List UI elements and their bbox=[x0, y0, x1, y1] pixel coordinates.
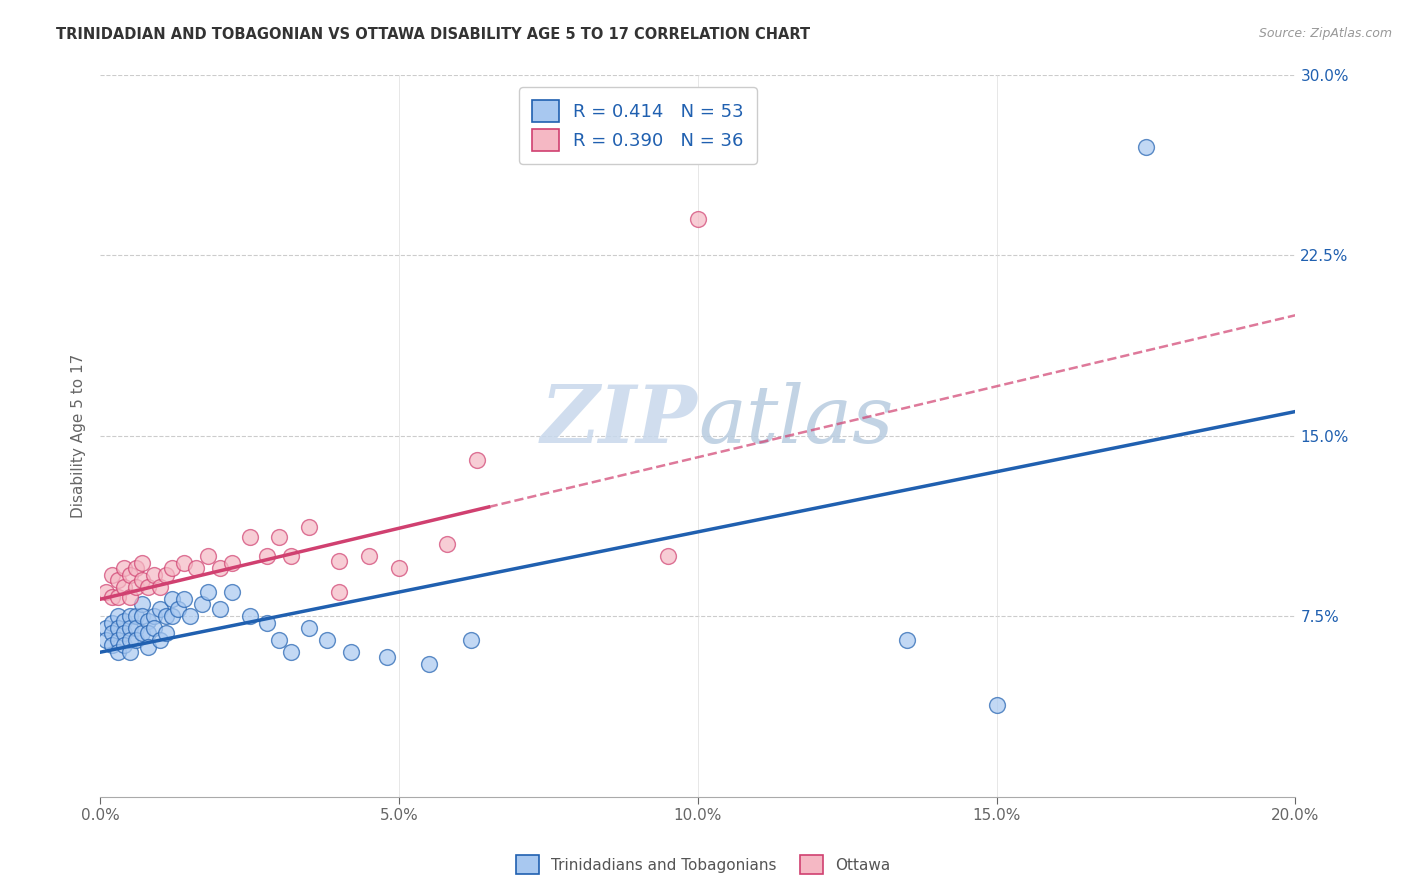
Point bbox=[125, 621, 148, 635]
Point bbox=[155, 626, 177, 640]
Point bbox=[142, 621, 165, 635]
Point bbox=[1135, 140, 1157, 154]
Point bbox=[149, 633, 172, 648]
Text: TRINIDADIAN AND TOBAGONIAN VS OTTAWA DISABILITY AGE 5 TO 17 CORRELATION CHART: TRINIDADIAN AND TOBAGONIAN VS OTTAWA DIS… bbox=[56, 27, 810, 42]
Point bbox=[131, 609, 153, 624]
Point bbox=[298, 621, 321, 635]
Point bbox=[125, 580, 148, 594]
Point bbox=[465, 452, 488, 467]
Text: Source: ZipAtlas.com: Source: ZipAtlas.com bbox=[1258, 27, 1392, 40]
Point bbox=[94, 633, 117, 648]
Point bbox=[328, 554, 350, 568]
Point bbox=[149, 602, 172, 616]
Point bbox=[460, 633, 482, 648]
Point bbox=[155, 568, 177, 582]
Point bbox=[436, 537, 458, 551]
Point bbox=[208, 561, 231, 575]
Point bbox=[896, 633, 918, 648]
Point bbox=[173, 556, 195, 570]
Point bbox=[112, 638, 135, 652]
Point bbox=[149, 580, 172, 594]
Point bbox=[125, 561, 148, 575]
Point bbox=[107, 645, 129, 659]
Point bbox=[112, 580, 135, 594]
Point bbox=[125, 633, 148, 648]
Point bbox=[131, 626, 153, 640]
Point bbox=[160, 609, 183, 624]
Point bbox=[657, 549, 679, 563]
Point bbox=[160, 561, 183, 575]
Point bbox=[340, 645, 363, 659]
Point bbox=[221, 556, 243, 570]
Point bbox=[118, 609, 141, 624]
Point bbox=[359, 549, 381, 563]
Point bbox=[136, 626, 159, 640]
Legend: R = 0.414   N = 53, R = 0.390   N = 36: R = 0.414 N = 53, R = 0.390 N = 36 bbox=[519, 87, 756, 164]
Point bbox=[280, 549, 302, 563]
Point bbox=[986, 698, 1008, 713]
Point bbox=[107, 621, 129, 635]
Point bbox=[686, 211, 709, 226]
Point bbox=[418, 657, 440, 672]
Point bbox=[101, 590, 124, 604]
Point bbox=[269, 530, 291, 544]
Point bbox=[112, 626, 135, 640]
Point bbox=[118, 621, 141, 635]
Point bbox=[131, 573, 153, 587]
Point bbox=[197, 585, 219, 599]
Point bbox=[190, 597, 212, 611]
Point bbox=[375, 650, 398, 665]
Y-axis label: Disability Age 5 to 17: Disability Age 5 to 17 bbox=[72, 353, 86, 517]
Text: atlas: atlas bbox=[697, 383, 893, 460]
Point bbox=[197, 549, 219, 563]
Point bbox=[136, 614, 159, 628]
Point bbox=[166, 602, 188, 616]
Point bbox=[328, 585, 350, 599]
Point bbox=[136, 580, 159, 594]
Point bbox=[118, 568, 141, 582]
Point bbox=[101, 638, 124, 652]
Point bbox=[256, 549, 278, 563]
Point bbox=[112, 561, 135, 575]
Point bbox=[131, 556, 153, 570]
Point bbox=[238, 530, 260, 544]
Point bbox=[173, 592, 195, 607]
Point bbox=[101, 616, 124, 631]
Point bbox=[280, 645, 302, 659]
Point bbox=[142, 568, 165, 582]
Point bbox=[136, 640, 159, 655]
Text: ZIP: ZIP bbox=[541, 383, 697, 460]
Point bbox=[118, 590, 141, 604]
Point bbox=[298, 520, 321, 534]
Point bbox=[160, 592, 183, 607]
Point bbox=[269, 633, 291, 648]
Point bbox=[94, 621, 117, 635]
Point bbox=[142, 609, 165, 624]
Point bbox=[107, 573, 129, 587]
Point bbox=[118, 633, 141, 648]
Point bbox=[131, 597, 153, 611]
Point bbox=[107, 609, 129, 624]
Point bbox=[388, 561, 411, 575]
Point bbox=[208, 602, 231, 616]
Legend: Trinidadians and Tobagonians, Ottawa: Trinidadians and Tobagonians, Ottawa bbox=[510, 849, 896, 880]
Point bbox=[316, 633, 339, 648]
Point bbox=[125, 609, 148, 624]
Point bbox=[112, 614, 135, 628]
Point bbox=[107, 633, 129, 648]
Point bbox=[256, 616, 278, 631]
Point bbox=[179, 609, 201, 624]
Point bbox=[94, 585, 117, 599]
Point bbox=[221, 585, 243, 599]
Point bbox=[118, 645, 141, 659]
Point bbox=[238, 609, 260, 624]
Point bbox=[184, 561, 207, 575]
Point bbox=[101, 626, 124, 640]
Point bbox=[101, 568, 124, 582]
Point bbox=[107, 590, 129, 604]
Point bbox=[155, 609, 177, 624]
